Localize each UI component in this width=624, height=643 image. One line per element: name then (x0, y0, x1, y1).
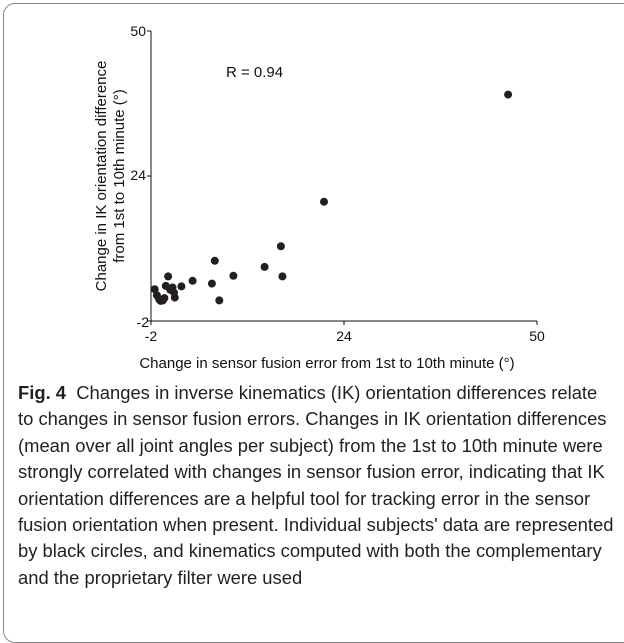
data-point (278, 272, 287, 281)
data-points (150, 90, 513, 305)
caption-text: Changes in inverse kinematics (IK) orien… (18, 382, 614, 588)
x-tick-label-right: 50 (529, 328, 545, 344)
data-point (320, 197, 328, 206)
x-tick-label-mid: 24 (336, 328, 352, 344)
figure-label: Fig. 4 (18, 382, 67, 403)
correlation-annotation: R = 0.94 (226, 64, 283, 81)
data-point (150, 285, 159, 294)
y-tick-label-bottom: -2 (137, 314, 150, 330)
data-point (210, 256, 219, 265)
data-point (260, 262, 269, 271)
data-point (160, 294, 169, 303)
data-point (177, 282, 186, 291)
axes (150, 31, 537, 322)
data-point (504, 90, 513, 99)
y-tick-label-top: 50 (130, 23, 146, 39)
y-tick-label-mid: 24 (130, 167, 146, 183)
data-point (170, 293, 179, 302)
data-point (188, 276, 197, 285)
x-axis-label: Change in sensor fusion error from 1st t… (139, 355, 514, 372)
y-axis-label-line1: Change in IK orientation difference (93, 61, 110, 292)
x-tick-label-left: -2 (145, 328, 158, 344)
y-axis-label-line2: from 1st to 10th minute (°) (111, 89, 128, 263)
data-point (207, 279, 216, 288)
data-point (229, 271, 238, 280)
scatter-chart: 50 24 -2 -2 24 50 Change in sensor fusio… (93, 23, 545, 372)
figure-caption: Fig. 4 Changes in inverse kinematics (IK… (18, 380, 614, 591)
data-point (164, 272, 173, 281)
ticks (147, 30, 538, 325)
data-point (276, 242, 285, 251)
data-point (215, 296, 224, 305)
